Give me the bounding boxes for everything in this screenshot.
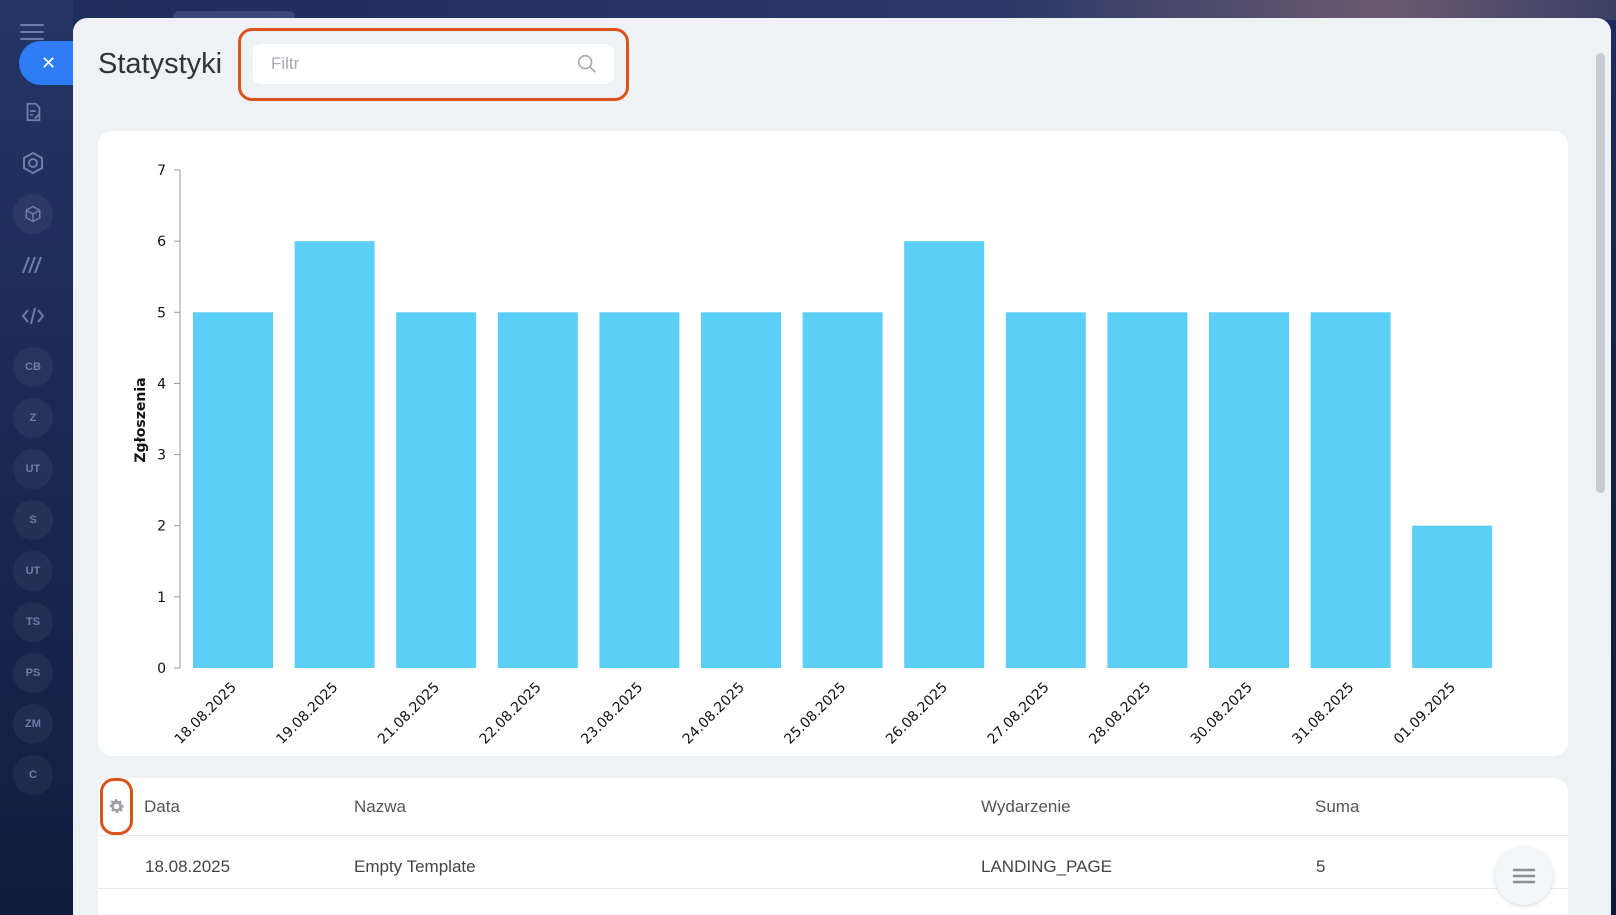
column-header-sum[interactable]: Suma bbox=[1315, 797, 1360, 816]
sidebar-item-s[interactable]: S bbox=[13, 500, 53, 540]
statistics-panel: Statystyki 0 1 2 3 4 5 6 7 Zgłoszenia 18.08.2025 1… bbox=[73, 18, 1611, 915]
x-tick-label: 28.08.2025 bbox=[1086, 680, 1154, 748]
filter-field[interactable] bbox=[253, 44, 614, 84]
statistics-table: Data Nazwa Wydarzenie Suma 18.08.2025 Em… bbox=[98, 778, 1568, 915]
bar bbox=[802, 312, 883, 668]
bar-chart: 0 1 2 3 4 5 6 7 Zgłoszenia 18.08.2025 19.08.2025 21… bbox=[133, 163, 1493, 748]
bar bbox=[1412, 525, 1493, 668]
scrollbar[interactable] bbox=[1596, 53, 1605, 493]
bar bbox=[1005, 312, 1086, 668]
bar bbox=[396, 312, 477, 668]
x-tick-label: 30.08.2025 bbox=[1188, 680, 1256, 748]
x-tick-label: 25.08.2025 bbox=[781, 680, 849, 748]
list-icon bbox=[1512, 868, 1536, 884]
filter-highlight bbox=[238, 28, 629, 101]
x-tick-label: 18.08.2025 bbox=[172, 680, 240, 748]
y-tick-label: 3 bbox=[157, 448, 166, 464]
top-strip bbox=[73, 0, 1616, 25]
bar bbox=[1310, 312, 1391, 668]
page-title: Statystyki bbox=[98, 48, 223, 80]
box-icon[interactable] bbox=[13, 194, 53, 234]
x-tick-label: 31.08.2025 bbox=[1289, 680, 1357, 748]
y-tick-label: 2 bbox=[157, 519, 166, 535]
sidebar-item-ut-2[interactable]: UT bbox=[13, 551, 53, 591]
y-tick-label: 5 bbox=[157, 305, 166, 321]
bar bbox=[599, 312, 680, 668]
header-divider bbox=[98, 835, 1568, 836]
cell-event: LANDING_PAGE bbox=[981, 857, 1113, 876]
sidebar-item-zm[interactable]: ZM bbox=[13, 704, 53, 744]
sidebar-item-ps[interactable]: PS bbox=[13, 653, 53, 693]
search-icon[interactable] bbox=[576, 53, 598, 75]
filter-input[interactable] bbox=[269, 53, 576, 75]
y-tick-label: 4 bbox=[157, 376, 166, 392]
column-header-name[interactable]: Nazwa bbox=[354, 797, 406, 816]
list-button[interactable] bbox=[1495, 847, 1553, 905]
close-button[interactable]: ✕ bbox=[19, 41, 77, 85]
x-tick-label: 21.08.2025 bbox=[375, 680, 443, 748]
chart-card: 0 1 2 3 4 5 6 7 Zgłoszenia 18.08.2025 19.08.2025 21… bbox=[98, 131, 1568, 756]
close-icon: ✕ bbox=[41, 52, 57, 73]
code-icon[interactable] bbox=[13, 296, 53, 336]
row-divider bbox=[98, 888, 1568, 889]
bar bbox=[497, 312, 578, 668]
cell-date: 18.08.2025 bbox=[145, 857, 231, 876]
bar bbox=[1209, 312, 1289, 668]
menu-icon[interactable] bbox=[20, 24, 44, 42]
cell-sum: 5 bbox=[1316, 857, 1326, 876]
x-tick-label: 23.08.2025 bbox=[578, 680, 646, 748]
document-edit-icon[interactable] bbox=[13, 92, 53, 132]
x-tick-label: 26.08.2025 bbox=[883, 680, 951, 748]
bar bbox=[1107, 312, 1188, 668]
bar bbox=[904, 241, 985, 668]
x-tick-label: 19.08.2025 bbox=[273, 680, 341, 748]
x-tick-label: 24.08.2025 bbox=[680, 680, 748, 748]
cell-name: Empty Template bbox=[354, 857, 476, 876]
y-tick-label: 0 bbox=[157, 661, 166, 677]
bar bbox=[701, 312, 781, 668]
gear-icon[interactable] bbox=[107, 797, 126, 816]
gear-highlight bbox=[100, 778, 133, 835]
bar bbox=[193, 312, 273, 668]
bar bbox=[294, 241, 375, 668]
sidebar-item-ut[interactable]: UT bbox=[13, 449, 53, 489]
column-header-date[interactable]: Data bbox=[144, 797, 180, 816]
x-tick-label: 01.09.2025 bbox=[1391, 680, 1459, 748]
sidebar-item-z[interactable]: Z bbox=[13, 398, 53, 438]
y-axis-label: Zgłoszenia bbox=[133, 377, 149, 462]
stripes-icon[interactable] bbox=[13, 245, 53, 285]
y-tick-label: 6 bbox=[157, 234, 166, 250]
y-tick-label: 7 bbox=[157, 163, 166, 179]
sidebar-item-cb[interactable]: CB bbox=[13, 347, 53, 387]
hexagon-icon[interactable] bbox=[13, 143, 53, 183]
sidebar-item-c[interactable]: C bbox=[13, 755, 53, 795]
sidebar-item-ts[interactable]: TS bbox=[13, 602, 53, 642]
x-tick-label: 27.08.2025 bbox=[985, 680, 1053, 748]
x-tick-label: 22.08.2025 bbox=[477, 680, 545, 748]
column-header-event[interactable]: Wydarzenie bbox=[981, 797, 1071, 816]
y-tick-label: 1 bbox=[157, 590, 166, 606]
left-sidebar: CB Z UT S UT TS PS ZM C bbox=[0, 0, 73, 915]
